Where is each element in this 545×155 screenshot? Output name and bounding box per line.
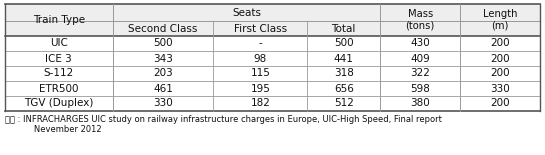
Bar — [5, 96, 540, 111]
Text: 200: 200 — [490, 69, 510, 78]
Text: 115: 115 — [250, 69, 270, 78]
Text: 512: 512 — [334, 98, 354, 108]
Text: S-112: S-112 — [44, 69, 74, 78]
Text: 200: 200 — [490, 53, 510, 64]
Text: First Class: First Class — [234, 24, 287, 33]
Text: ICE 3: ICE 3 — [45, 53, 72, 64]
Text: Train Type: Train Type — [33, 15, 85, 25]
Text: 598: 598 — [410, 84, 430, 93]
Text: 195: 195 — [250, 84, 270, 93]
Text: 441: 441 — [334, 53, 354, 64]
Text: 200: 200 — [490, 38, 510, 49]
Bar — [5, 36, 540, 51]
Text: 203: 203 — [153, 69, 173, 78]
Text: UIC: UIC — [50, 38, 68, 49]
Text: 200: 200 — [490, 98, 510, 108]
Text: 182: 182 — [250, 98, 270, 108]
Text: 461: 461 — [153, 84, 173, 93]
Text: -: - — [258, 38, 262, 49]
Text: 409: 409 — [410, 53, 430, 64]
Text: 500: 500 — [334, 38, 354, 49]
Text: Mass
(tons): Mass (tons) — [405, 9, 435, 31]
Text: ETR500: ETR500 — [39, 84, 78, 93]
Text: 430: 430 — [410, 38, 430, 49]
Text: 330: 330 — [490, 84, 510, 93]
Text: 318: 318 — [334, 69, 354, 78]
Text: 656: 656 — [334, 84, 354, 93]
Text: TGV (Duplex): TGV (Duplex) — [24, 98, 94, 108]
Text: Seats: Seats — [232, 7, 261, 18]
Bar — [5, 4, 540, 36]
Text: 380: 380 — [410, 98, 430, 108]
Text: 500: 500 — [153, 38, 173, 49]
Text: 330: 330 — [153, 98, 173, 108]
Bar — [5, 66, 540, 81]
Text: 98: 98 — [254, 53, 267, 64]
Text: Length
(m): Length (m) — [483, 9, 517, 31]
Text: Total: Total — [331, 24, 356, 33]
Text: 자료 : INFRACHARGES UIC study on railway infrastructure charges in Europe, UIC-Hig: 자료 : INFRACHARGES UIC study on railway i… — [5, 115, 442, 134]
Bar — [5, 51, 540, 66]
Bar — [5, 81, 540, 96]
Text: 343: 343 — [153, 53, 173, 64]
Text: Second Class: Second Class — [129, 24, 198, 33]
Text: 322: 322 — [410, 69, 430, 78]
